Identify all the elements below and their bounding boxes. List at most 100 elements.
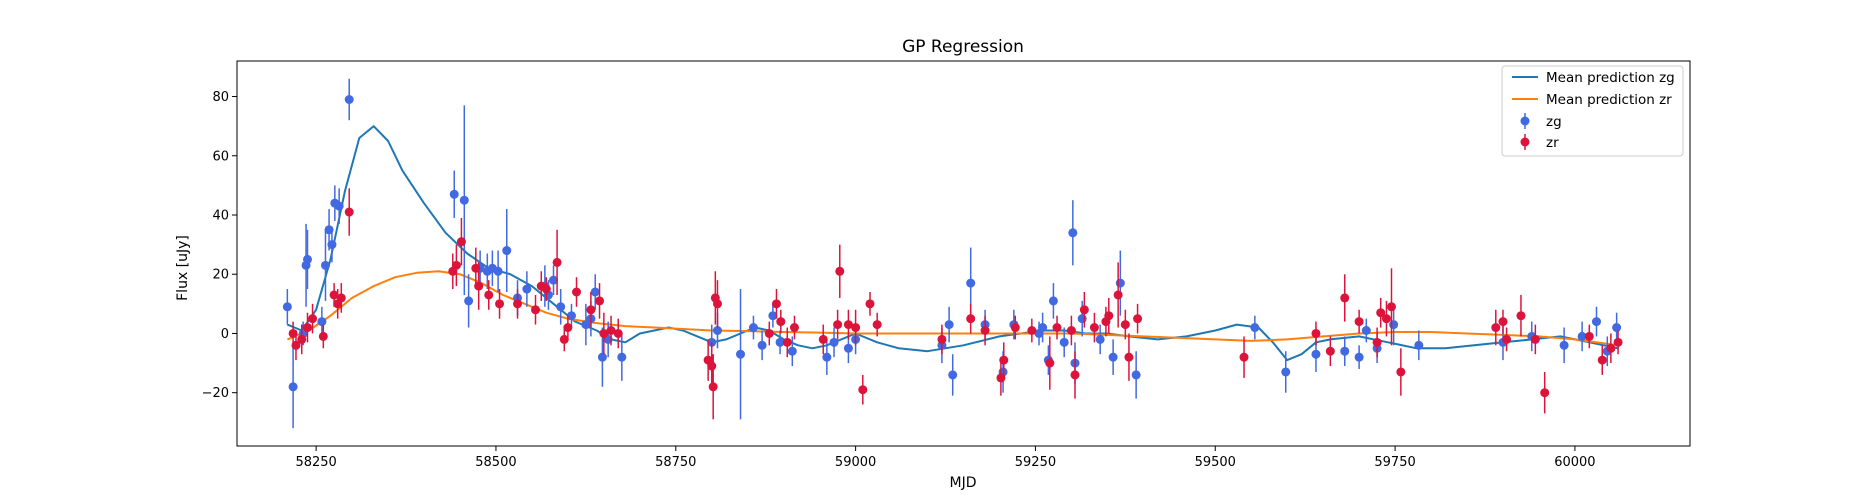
x-tick-label: 60000	[1554, 455, 1595, 470]
data-point-zr	[843, 320, 853, 330]
data-point-zr	[336, 293, 346, 303]
x-tick-label: 58750	[655, 455, 696, 470]
data-point-zr	[1613, 337, 1623, 347]
data-point-zg	[1095, 334, 1105, 344]
mean-prediction-line-zr	[287, 270, 1619, 347]
data-point-zg	[944, 320, 954, 330]
data-point-zr	[789, 323, 799, 333]
data-point-zg	[548, 275, 558, 285]
data-point-zg	[597, 352, 607, 362]
data-point-zr	[1516, 311, 1526, 321]
data-point-zg	[1250, 323, 1260, 333]
data-point-zr	[1381, 314, 1391, 324]
data-point-zg	[1361, 326, 1371, 335]
data-point-zr	[606, 326, 616, 335]
data-point-zr	[1010, 323, 1020, 333]
data-point-zr	[708, 382, 718, 392]
data-point-zr	[613, 328, 623, 338]
data-point-zg	[1559, 340, 1569, 350]
data-point-zg	[1131, 370, 1141, 380]
data-point-zr	[833, 320, 843, 330]
y-tick-label: 20	[212, 268, 229, 283]
legend-marker-zr	[1520, 137, 1530, 147]
data-point-zr	[308, 314, 318, 324]
series-zr	[288, 188, 1623, 420]
data-point-zr	[999, 355, 1009, 365]
data-point-zr	[572, 287, 582, 297]
data-point-zg	[1311, 349, 1321, 359]
legend-box	[1501, 65, 1684, 157]
data-point-zg	[1389, 320, 1399, 330]
data-point-zg	[581, 320, 591, 330]
data-point-zr	[771, 299, 781, 309]
data-point-zg	[1038, 323, 1048, 333]
legend-marker-zg	[1520, 116, 1530, 126]
data-point-zr	[1311, 328, 1321, 338]
data-point-zg	[822, 352, 832, 362]
data-point-zr	[937, 334, 947, 344]
data-point-zr	[291, 340, 301, 350]
data-point-zg	[712, 326, 722, 335]
data-point-zr	[1104, 311, 1114, 321]
data-point-zg	[556, 302, 566, 312]
data-point-zg	[1612, 323, 1622, 333]
data-point-zg	[1108, 352, 1118, 362]
data-point-zg	[775, 337, 785, 347]
x-tick-label: 58500	[475, 455, 516, 470]
legend-label-zr: zr	[1546, 135, 1559, 151]
data-point-zr	[1113, 290, 1123, 300]
data-point-zr	[474, 281, 484, 291]
data-point-zg	[302, 254, 312, 264]
data-point-zg	[787, 346, 797, 356]
data-point-zr	[1491, 323, 1501, 333]
data-point-zr	[1066, 326, 1076, 335]
axes-frame	[236, 60, 1691, 447]
data-point-zg	[1077, 314, 1087, 324]
data-point-zr	[1354, 317, 1364, 327]
data-point-zr	[851, 323, 861, 333]
data-point-zr	[980, 326, 990, 335]
data-point-zr	[344, 207, 354, 217]
data-point-zg	[757, 340, 767, 350]
data-point-zr	[1540, 388, 1550, 398]
data-point-zr	[297, 334, 307, 344]
x-tick-label: 59500	[1195, 455, 1236, 470]
data-point-zr	[966, 314, 976, 324]
data-point-zg	[282, 302, 292, 312]
legend-label-mean-zr: Mean prediction zr	[1546, 92, 1672, 108]
data-point-zr	[818, 334, 828, 344]
x-tick-label: 59250	[1015, 455, 1056, 470]
data-point-zr	[586, 305, 596, 315]
data-point-zr	[595, 296, 605, 306]
x-tick-label: 58250	[295, 455, 336, 470]
y-tick-label: 40	[212, 209, 229, 224]
data-point-zg	[1354, 352, 1364, 362]
data-point-zr	[1120, 320, 1130, 330]
data-point-zg	[948, 370, 958, 380]
data-point-zr	[563, 323, 573, 333]
data-point-zr	[541, 284, 551, 294]
data-point-zr	[1376, 308, 1386, 318]
data-point-zr	[1070, 370, 1080, 380]
data-point-zg	[966, 278, 976, 288]
data-point-zr	[1079, 305, 1089, 315]
data-point-zr	[531, 305, 541, 315]
data-point-zg	[1577, 331, 1587, 341]
data-point-zg	[1048, 296, 1058, 306]
data-point-zr	[712, 299, 722, 309]
data-point-zr	[782, 337, 792, 347]
data-point-zg	[459, 195, 469, 205]
data-point-zg	[522, 284, 532, 294]
y-tick-label: 60	[212, 149, 229, 164]
data-point-zr	[776, 317, 786, 327]
data-point-zr	[302, 323, 312, 333]
y-tick-label: −20	[202, 386, 229, 401]
data-point-zr	[599, 328, 609, 338]
data-point-zg	[843, 343, 853, 353]
data-point-zg	[566, 311, 576, 321]
data-point-zr	[707, 361, 717, 371]
data-point-zr	[329, 290, 339, 300]
data-point-zr	[1052, 323, 1062, 333]
data-point-zr	[835, 266, 845, 276]
x-axis-label: MJD	[950, 475, 977, 491]
